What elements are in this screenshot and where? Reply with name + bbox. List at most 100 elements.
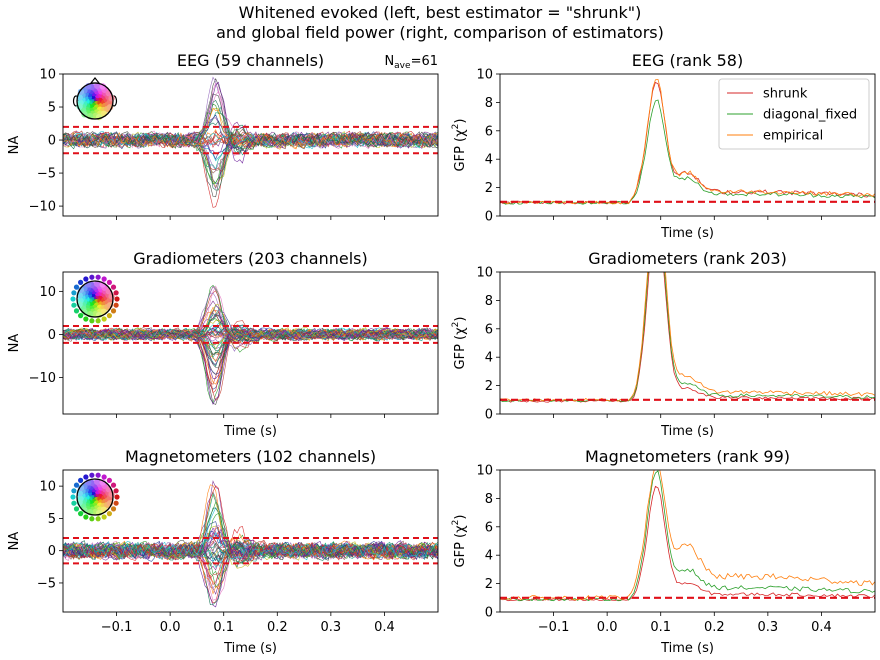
- x-tick-label: 0.3: [758, 620, 779, 635]
- legend-label-diagonal_fixed: diagonal_fixed: [763, 108, 857, 123]
- evoked-trace: [63, 304, 438, 344]
- evoked-trace: [63, 93, 438, 154]
- gfp-line-empirical: [500, 272, 875, 402]
- axes-frame: [499, 469, 876, 613]
- y-tick-label: 8: [485, 492, 493, 507]
- y-axis-label: GFP (χ2): [451, 515, 468, 568]
- x-axis-label: Time (s): [660, 641, 714, 656]
- plot-area: [500, 78, 875, 205]
- y-tick-label: 10: [39, 480, 56, 495]
- x-axis-label: Time (s): [223, 641, 277, 656]
- evoked-trace: [63, 284, 438, 353]
- y-tick-label: 4: [485, 153, 493, 168]
- y-tick-label: 6: [485, 520, 493, 535]
- evoked-trace: [63, 327, 438, 341]
- plot-area: [63, 284, 438, 405]
- sensor-topomap-icon: [70, 472, 120, 522]
- plot-area: [500, 272, 875, 403]
- legend-box: [718, 78, 870, 150]
- y-tick-label: −5: [37, 167, 56, 182]
- y-tick-label: 0: [48, 544, 56, 559]
- y-tick-label: 0: [48, 134, 56, 149]
- panel-title: EEG (rank 58): [632, 51, 743, 70]
- y-tick-label: 0: [485, 408, 493, 423]
- evoked-trace: [63, 285, 438, 346]
- y-tick-label: 4: [485, 549, 493, 564]
- y-axis-label: GFP (χ2): [451, 119, 468, 172]
- panel-title: Gradiometers (203 channels): [133, 249, 367, 268]
- gfp-line-shrunk: [500, 485, 875, 602]
- axes-frame: [499, 271, 876, 415]
- x-tick-label: 0.2: [704, 620, 725, 635]
- evoked-trace: [63, 325, 438, 342]
- y-tick-label: 10: [39, 68, 56, 83]
- evoked-trace: [63, 105, 438, 156]
- evoked-trace: [63, 131, 438, 184]
- plot-area: [63, 480, 438, 608]
- y-tick-label: 2: [485, 577, 493, 592]
- y-tick-label: 10: [476, 68, 493, 83]
- panel-title: Magnetometers (rank 99): [585, 447, 790, 466]
- sensor-topomap-icon: [72, 77, 118, 121]
- plot-area: [63, 76, 438, 208]
- y-tick-label: 4: [485, 351, 493, 366]
- evoked-trace: [63, 328, 438, 340]
- evoked-trace: [63, 81, 438, 164]
- x-tick-label: −0.1: [101, 620, 133, 635]
- evoked-trace: [63, 485, 438, 562]
- x-tick-label: 0.1: [650, 620, 671, 635]
- evoked-trace: [63, 121, 438, 190]
- y-tick-label: 0: [485, 210, 493, 225]
- y-tick-label: 5: [48, 101, 56, 116]
- evoked-trace: [63, 327, 438, 341]
- gfp-line-shrunk: [500, 272, 875, 403]
- panel-grad-gfp: 0 2 4 6 8 10 Gradiometers (rank 203) GFP (χ2) Ti…: [451, 249, 876, 439]
- x-axis-label: Time (s): [223, 424, 277, 439]
- y-tick-label: 6: [485, 124, 493, 139]
- x-tick-label: 0.2: [267, 620, 288, 635]
- y-tick-label: 8: [485, 294, 493, 309]
- gfp-line-diagonal_fixed: [500, 99, 875, 205]
- x-tick-label: −0.1: [538, 620, 570, 635]
- y-tick-label: 8: [485, 96, 493, 111]
- gfp-line-empirical: [500, 78, 875, 205]
- sensor-topomap-icon: [70, 274, 120, 324]
- y-axis-label: GFP (χ2): [451, 317, 468, 370]
- y-tick-label: 10: [476, 266, 493, 281]
- y-tick-label: −10: [29, 200, 56, 215]
- y-tick-label: −10: [29, 371, 56, 386]
- evoked-trace: [63, 309, 438, 343]
- axes-frame: [62, 271, 439, 415]
- y-tick-label: 6: [485, 322, 493, 337]
- y-axis-label: NA: [7, 532, 22, 551]
- x-tick-label: 0.0: [160, 620, 181, 635]
- x-tick-label: 0.4: [811, 620, 832, 635]
- y-tick-label: 2: [485, 181, 493, 196]
- evoked-trace: [63, 107, 438, 149]
- panel-title: Magnetometers (102 channels): [125, 447, 376, 466]
- gfp-line-empirical: [500, 470, 875, 601]
- x-tick-label: 0.3: [321, 620, 342, 635]
- legend-label-shrunk: shrunk: [763, 87, 808, 102]
- y-tick-label: 0: [48, 328, 56, 343]
- evoked-trace: [63, 292, 438, 352]
- y-tick-label: 0: [485, 606, 493, 621]
- x-axis-label: Time (s): [660, 226, 714, 241]
- y-tick-label: 2: [485, 379, 493, 394]
- plot-area: [500, 470, 875, 602]
- axes-frame: [499, 73, 876, 217]
- panel-mag-gfp: 0 2 4 6 8 10 −0.1 0.0 0.1 0.2 0.3 0.4 Magnetometers …: [451, 447, 876, 656]
- y-tick-label: 10: [39, 285, 56, 300]
- panel-title: EEG (59 channels): [177, 51, 324, 70]
- evoked-trace: [63, 99, 438, 155]
- y-tick-label: 5: [48, 512, 56, 527]
- evoked-trace: [63, 521, 438, 560]
- evoked-trace: [63, 531, 438, 564]
- x-tick-label: 0.4: [374, 620, 395, 635]
- x-tick-label: 0.1: [213, 620, 234, 635]
- panel-eeg-evoked: −10 −5 0 5 10 EEG (59 channels) NA Nave=61: [7, 51, 439, 220]
- legend: shrunk diagonal_fixed empirical: [718, 78, 870, 150]
- nave-annotation: Nave=61: [384, 54, 438, 71]
- y-axis-label: NA: [7, 334, 22, 353]
